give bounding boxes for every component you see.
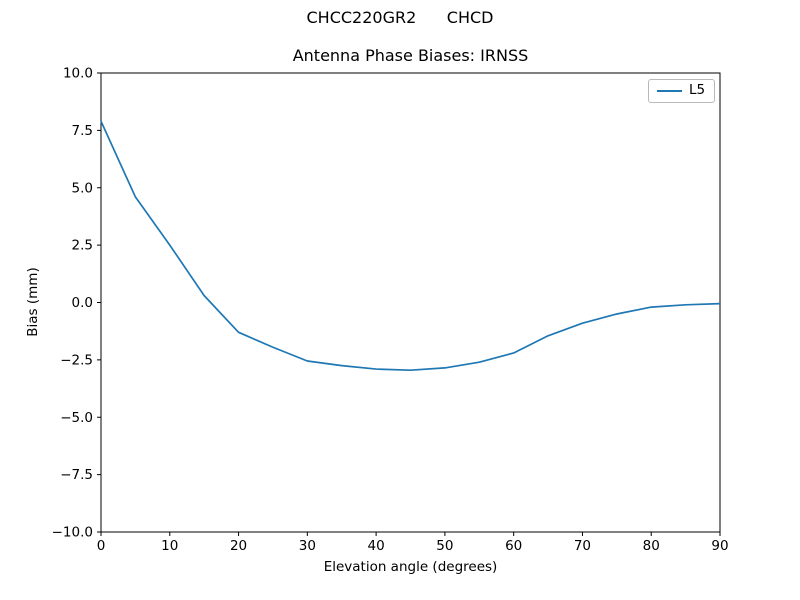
y-tick-label: −2.5 <box>60 352 93 368</box>
y-tick-label: −5.0 <box>60 410 93 426</box>
y-tick-label: −10.0 <box>52 525 93 541</box>
series-line-L5 <box>100 120 721 372</box>
y-tick-label: 2.5 <box>72 238 93 254</box>
y-tick-label: −7.5 <box>60 467 93 483</box>
x-tick-label: 20 <box>230 538 247 554</box>
x-tick-label: 40 <box>368 538 385 554</box>
x-tick-label: 60 <box>505 538 522 554</box>
y-tick-label: 0.0 <box>72 295 93 311</box>
x-tick-label: 80 <box>643 538 660 554</box>
y-tick-label: 7.5 <box>72 123 93 139</box>
legend: L5 <box>648 79 716 103</box>
x-tick-label: 30 <box>299 538 316 554</box>
legend-line-swatch <box>657 90 682 92</box>
x-tick-label: 0 <box>97 538 106 554</box>
x-tick-label: 50 <box>436 538 453 554</box>
x-tick-label: 90 <box>711 538 728 554</box>
y-tick-label: 5.0 <box>72 180 93 196</box>
legend-label: L5 <box>689 82 706 99</box>
figure-suptitle: CHCC220GR2 CHCD <box>306 8 494 27</box>
chart-title: Antenna Phase Biases: IRNSS <box>292 46 529 65</box>
x-axis-label: Elevation angle (degrees) <box>323 559 498 575</box>
y-tick-label: 10.0 <box>63 66 93 82</box>
plot-border <box>100 72 721 533</box>
y-axis-label: Bias (mm) <box>25 267 41 337</box>
x-tick-label: 70 <box>574 538 591 554</box>
x-tick-label: 10 <box>161 538 178 554</box>
